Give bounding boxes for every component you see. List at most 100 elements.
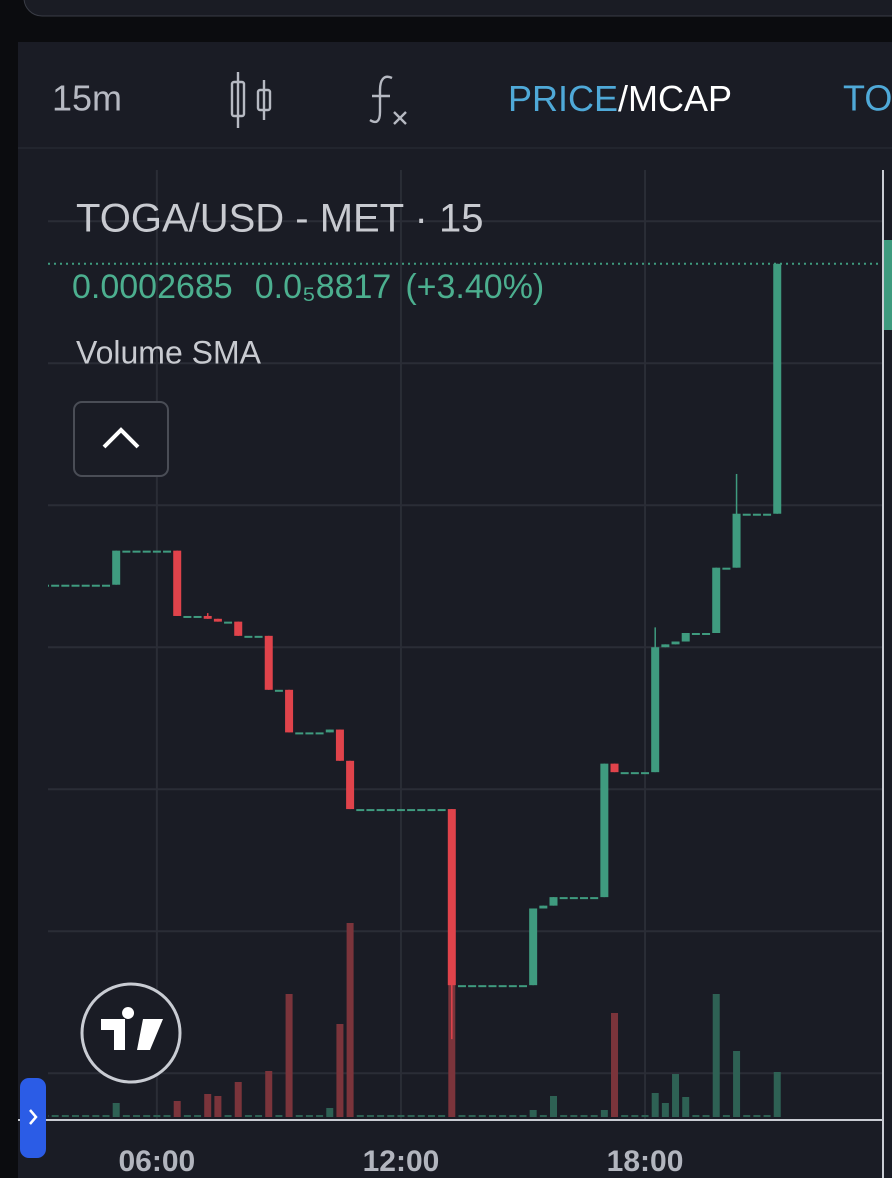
toolbar-more[interactable]: TO: [843, 78, 892, 119]
candle-body: [417, 809, 426, 812]
volume-bar: [143, 1115, 151, 1117]
volume-bar: [326, 1108, 334, 1117]
candle-body: [356, 809, 365, 812]
candle-body: [91, 584, 100, 587]
volume-bar: [204, 1094, 212, 1117]
volume-bar: [499, 1115, 507, 1117]
candle-body: [630, 772, 639, 775]
tradingview-logo: [80, 982, 182, 1084]
volume-bar: [183, 1115, 191, 1117]
price-scale-label: [884, 240, 892, 330]
x-tick-label: 06:00: [119, 1145, 196, 1178]
candle-body: [264, 635, 273, 690]
candle-body: [620, 772, 629, 775]
candle-body: [315, 732, 324, 735]
volume-bar: [712, 994, 720, 1117]
collapse-button[interactable]: [73, 401, 169, 477]
x-tick-label: 12:00: [363, 1145, 440, 1178]
volume-bar: [336, 1024, 344, 1117]
candle-body: [366, 809, 375, 812]
volume-bar: [92, 1115, 100, 1117]
candle-body: [305, 732, 314, 735]
side-panel-toggle[interactable]: [20, 1078, 46, 1158]
price-mcap-toggle[interactable]: PRICE/MCAP: [508, 78, 732, 119]
volume-bar: [753, 1115, 761, 1117]
candle-body: [580, 897, 589, 900]
candle-body: [193, 615, 202, 618]
candle-body: [112, 550, 121, 585]
volume-bar: [519, 1115, 527, 1117]
mcap-option[interactable]: /MCAP: [618, 78, 732, 119]
candle-body: [71, 584, 80, 587]
volume-bar: [458, 1115, 466, 1117]
candle-body: [295, 732, 304, 735]
candle-body: [173, 550, 182, 616]
candle-body: [529, 908, 538, 986]
candle-body: [346, 760, 355, 810]
volume-bar: [488, 1115, 496, 1117]
volume-bar: [102, 1115, 110, 1117]
volume-bar: [580, 1115, 588, 1117]
candle-body: [285, 689, 294, 733]
candle-body: [590, 897, 599, 900]
volume-bar: [51, 1115, 59, 1117]
volume-bar: [305, 1115, 313, 1117]
candle-body: [335, 729, 344, 761]
time-labels: 06:00 12:00 18:00: [119, 1145, 684, 1178]
candle-body: [732, 513, 741, 568]
candle-body: [773, 263, 782, 514]
candle-layer: [48, 263, 782, 1040]
volume-bar: [550, 1096, 557, 1117]
volume-bar: [255, 1115, 263, 1117]
interval-button[interactable]: 15m: [52, 78, 122, 119]
volume-bar: [600, 1110, 608, 1117]
volume-bar: [387, 1115, 395, 1117]
indicator-label: Volume SMA: [76, 334, 262, 370]
candle-body: [376, 809, 385, 812]
volume-bar: [692, 1115, 700, 1117]
candle-body: [122, 550, 131, 553]
candle-body: [712, 567, 721, 633]
indicator-button[interactable]: [369, 75, 407, 125]
candle-type-button[interactable]: [230, 72, 272, 128]
candle-body: [48, 584, 49, 587]
candle-body: [81, 584, 90, 587]
candle-body: [702, 633, 711, 635]
candle-body: [152, 550, 161, 553]
volume-bar: [773, 1072, 781, 1117]
volume-bar: [621, 1115, 629, 1117]
candle-body: [61, 584, 70, 587]
candle-body: [763, 513, 772, 516]
volume-bar: [133, 1115, 141, 1117]
volume-bar: [163, 1115, 171, 1117]
candle-body: [569, 897, 578, 900]
candle-body: [203, 615, 212, 619]
candle-body: [183, 615, 192, 618]
volume-bar: [153, 1115, 161, 1117]
volume-bar: [417, 1115, 425, 1117]
volume-bar: [631, 1115, 639, 1117]
candle-body: [488, 985, 497, 988]
volume-bar: [397, 1115, 405, 1117]
candle-body: [539, 905, 548, 909]
volume-bar: [539, 1115, 547, 1117]
volume-bar: [173, 1101, 181, 1117]
candle-body: [549, 897, 558, 906]
volume-bar: [61, 1115, 69, 1117]
volume-bar: [275, 1115, 283, 1117]
chart-title: TOGA/USD - MET · 15: [76, 197, 483, 241]
volume-bar: [529, 1110, 537, 1117]
candle-body: [508, 985, 517, 988]
candle-body: [51, 584, 60, 587]
volume-bar: [438, 1115, 446, 1117]
volume-bar: [194, 1115, 202, 1117]
volume-bar: [763, 1115, 771, 1117]
volume-bar: [366, 1115, 374, 1117]
volume-bar: [722, 1115, 730, 1117]
volume-bar: [234, 1082, 242, 1117]
volume-bar: [468, 1115, 476, 1117]
price-option[interactable]: PRICE: [508, 78, 618, 119]
candle-body: [671, 641, 680, 645]
candle-body: [752, 513, 761, 516]
candle-body: [234, 621, 243, 636]
